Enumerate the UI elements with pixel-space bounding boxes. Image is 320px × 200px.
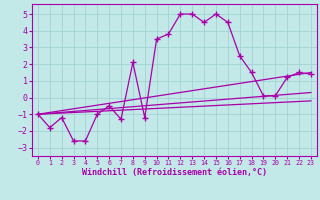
X-axis label: Windchill (Refroidissement éolien,°C): Windchill (Refroidissement éolien,°C)	[82, 168, 267, 177]
